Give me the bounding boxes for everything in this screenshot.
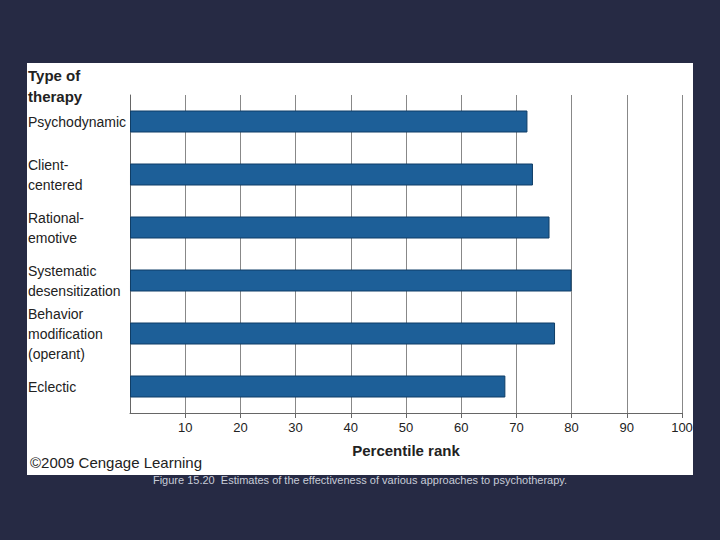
svg-text:80: 80 — [564, 420, 578, 435]
svg-text:emotive: emotive — [28, 230, 77, 246]
svg-text:therapy: therapy — [28, 88, 83, 105]
svg-text:Type of: Type of — [28, 67, 81, 84]
svg-text:centered: centered — [28, 177, 82, 193]
svg-text:(operant): (operant) — [28, 346, 85, 362]
svg-text:Rational-: Rational- — [28, 210, 84, 226]
svg-text:desensitization: desensitization — [28, 283, 121, 299]
svg-text:Psychodynamic: Psychodynamic — [28, 114, 126, 130]
svg-text:20: 20 — [233, 420, 247, 435]
svg-text:90: 90 — [620, 420, 634, 435]
svg-text:Client-: Client- — [28, 157, 69, 173]
svg-text:10: 10 — [178, 420, 192, 435]
svg-text:100: 100 — [671, 420, 693, 435]
svg-text:Behavior: Behavior — [28, 306, 84, 322]
svg-text:60: 60 — [454, 420, 468, 435]
svg-text:Systematic: Systematic — [28, 263, 96, 279]
svg-text:Figure 15.20 Estimates of the: Figure 15.20 Estimates of the effectiven… — [153, 474, 567, 486]
svg-text:40: 40 — [344, 420, 358, 435]
svg-text:Percentile rank: Percentile rank — [352, 442, 460, 459]
svg-text:modification: modification — [28, 326, 103, 342]
svg-text:50: 50 — [399, 420, 413, 435]
svg-text:30: 30 — [288, 420, 302, 435]
svg-text:Eclectic: Eclectic — [28, 379, 76, 395]
svg-text:70: 70 — [509, 420, 523, 435]
svg-text:©2009 Cengage Learning: ©2009 Cengage Learning — [30, 454, 202, 471]
